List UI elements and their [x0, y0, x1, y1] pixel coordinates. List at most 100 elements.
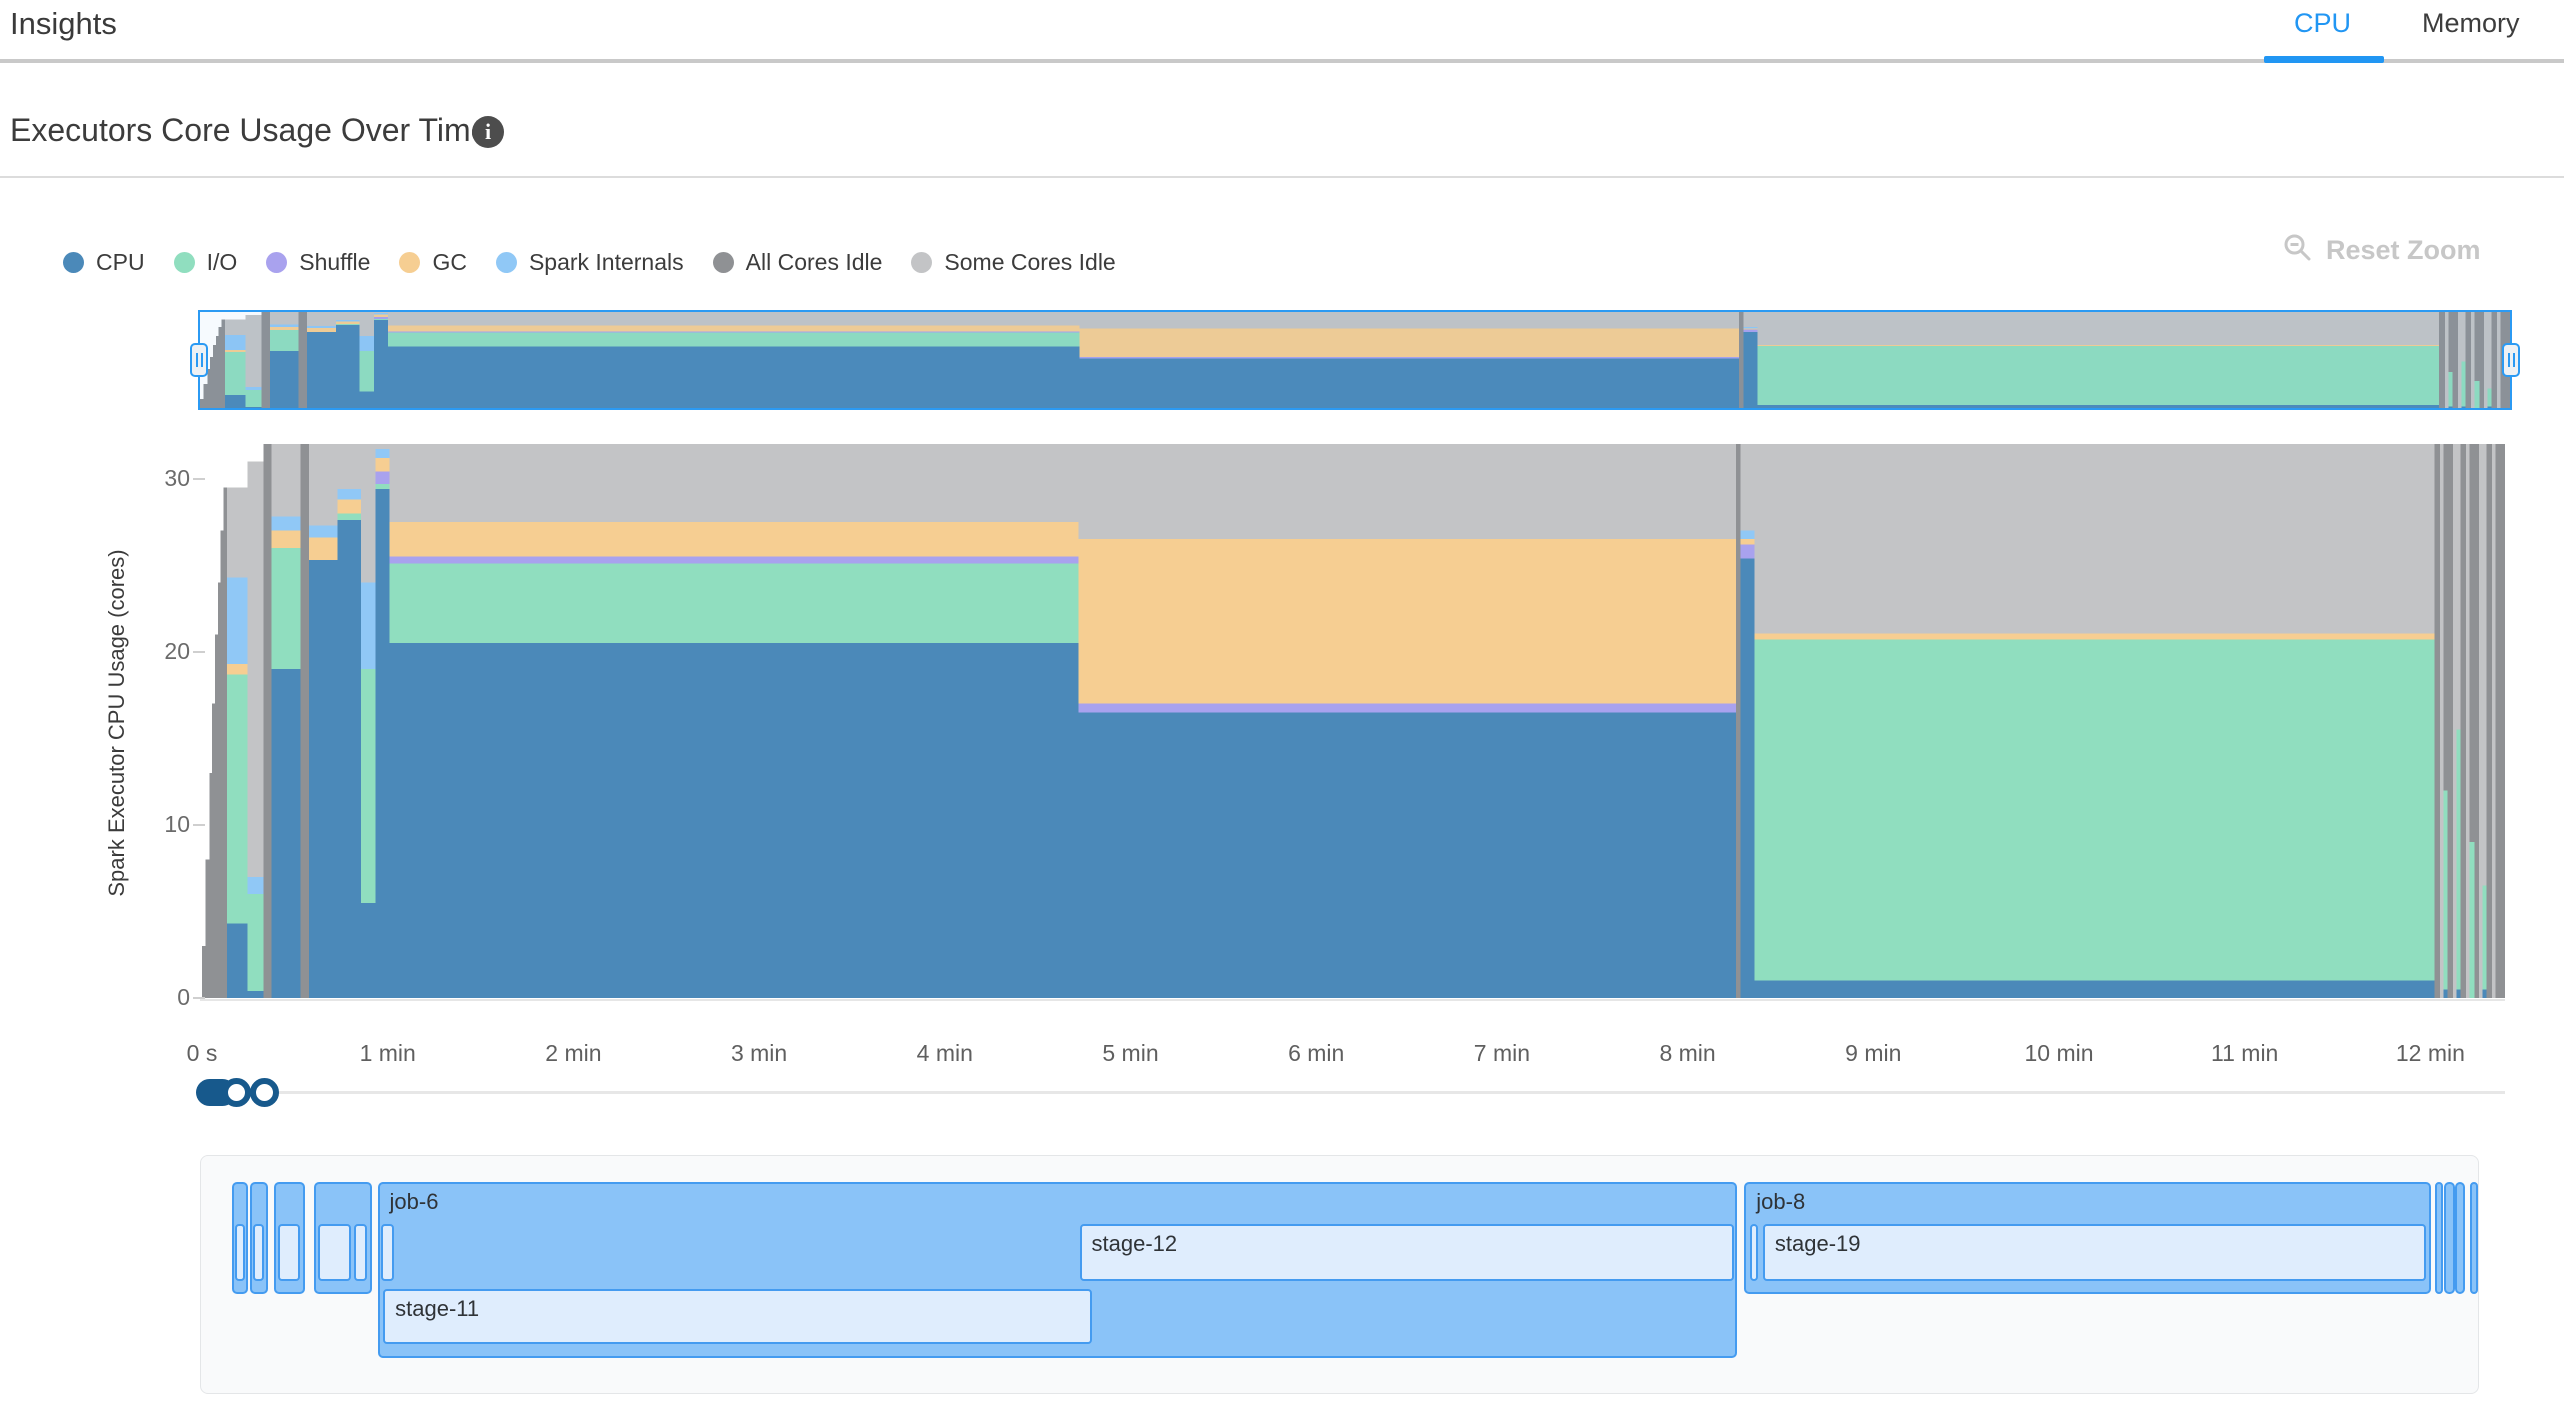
area-segment-allIdle: [2474, 444, 2479, 998]
area-segment-allIdle: [220, 530, 224, 998]
area-segment-someIdle: [2496, 312, 2501, 408]
x-tick-label: 7 min: [1473, 1040, 1531, 1066]
area-segment-cpu: [2482, 989, 2487, 998]
legend-swatch-allIdle: [712, 252, 734, 273]
area-segment-someIdle: [2482, 444, 2487, 886]
x-tick-label: 2 min: [545, 1040, 602, 1066]
area-segment-allIdle: [2443, 444, 2448, 791]
reset-zoom-button[interactable]: Reset Zoom: [2282, 232, 2481, 269]
legend-item-allIdle[interactable]: All Cores Idle: [712, 249, 883, 276]
overview-chart: [190, 310, 2520, 410]
x-axis-line: [200, 999, 2505, 1001]
y-tick-label: 10: [164, 810, 190, 837]
area-segment-cpu: [307, 332, 336, 408]
area-segment-someIdle: [227, 487, 248, 578]
brush-handle-left[interactable]: [190, 343, 208, 377]
x-tick-label: 10 min: [2024, 1040, 2094, 1066]
area-segment-shuffle: [375, 471, 390, 484]
stage-bar-stage-11[interactable]: stage-11: [383, 1289, 1093, 1344]
legend-swatch-shuffle: [266, 252, 288, 273]
area-segment-internals: [245, 387, 262, 390]
area-segment-someIdle: [245, 315, 262, 387]
x-tick-label: 8 min: [1659, 1040, 1716, 1066]
legend-swatch-internals: [495, 252, 517, 273]
area-segment-cpu: [337, 520, 361, 998]
area-segment-shuffle: [1740, 544, 1755, 559]
area-segment-cpu: [271, 669, 301, 998]
area-segment-io: [2474, 381, 2480, 408]
area-segment-gc: [1743, 328, 1758, 330]
brush-handle-right[interactable]: [2502, 343, 2520, 377]
zoom-slider-handle-left[interactable]: [222, 1078, 251, 1107]
area-segment-someIdle: [1078, 444, 1737, 540]
area-segment-someIdle: [335, 312, 360, 320]
legend-item-shuffle[interactable]: Shuffle: [266, 249, 370, 276]
area-segment-allIdle: [2479, 312, 2484, 408]
area-segment-someIdle: [1757, 312, 2440, 345]
area-segment-gc: [308, 537, 338, 560]
job-label: job-6: [389, 1189, 439, 1214]
legend-label: GC: [432, 249, 467, 275]
stage-bar[interactable]: [235, 1224, 245, 1281]
x-tick-label: 9 min: [1845, 1040, 1902, 1066]
job-bar[interactable]: [2435, 1182, 2443, 1294]
x-tick-label: 11 min: [2211, 1040, 2279, 1066]
area-segment-gc: [227, 663, 248, 675]
zoom-slider-handle-right[interactable]: [250, 1078, 279, 1107]
info-icon[interactable]: i: [472, 116, 504, 148]
area-segment-io: [227, 674, 248, 924]
time-brush-selection[interactable]: [198, 310, 2512, 410]
legend-item-internals[interactable]: Spark Internals: [495, 249, 684, 276]
job-stage-timeline: job-6 stage-12 stage-11 job-8 stage-19: [200, 1155, 2479, 1394]
job-bar[interactable]: [2454, 1182, 2465, 1294]
area-segment-allIdle: [2460, 444, 2466, 998]
area-segment-internals: [307, 326, 336, 329]
area-segment-allIdle: [2439, 312, 2445, 408]
area-segment-shuffle: [388, 331, 1080, 333]
area-segment-someIdle: [388, 312, 1080, 326]
stage-bar-stage-19[interactable]: stage-19: [1762, 1224, 2426, 1281]
chart-legend: CPU I/O Shuffle GC Spark Internals All Cores …: [63, 249, 1116, 276]
zoom-slider-track[interactable]: [196, 1091, 2505, 1094]
area-segment-internals: [269, 324, 299, 327]
main-chart-svg: [202, 444, 2505, 998]
legend-swatch-gc: [399, 252, 421, 273]
area-segment-io: [389, 563, 1079, 644]
stage-bar[interactable]: [354, 1224, 368, 1281]
area-segment-allIdle: [215, 336, 219, 408]
tab-cpu[interactable]: CPU: [2294, 8, 2352, 38]
job-bar[interactable]: [2470, 1182, 2478, 1294]
area-segment-gc: [1754, 633, 2435, 640]
legend-item-io[interactable]: I/O: [173, 249, 237, 276]
area-segment-allIdle: [215, 634, 218, 998]
area-segment-allIdle: [217, 582, 221, 998]
area-segment-cpu: [359, 391, 375, 408]
legend-label: All Cores Idle: [745, 249, 883, 275]
legend-item-someIdle[interactable]: Some Cores Idle: [911, 249, 1116, 276]
area-segment-io: [2456, 729, 2461, 990]
job-bar[interactable]: [2444, 1182, 2455, 1294]
area-segment-cpu: [1079, 358, 1739, 408]
stage-bar[interactable]: [253, 1224, 265, 1281]
area-segment-cpu: [1740, 558, 1755, 998]
legend-item-gc[interactable]: GC: [399, 249, 467, 276]
area-segment-cpu: [335, 325, 360, 408]
stage-bar[interactable]: [318, 1224, 351, 1281]
area-segment-allIdle: [1738, 312, 1744, 408]
stage-bar[interactable]: [1749, 1224, 1759, 1281]
area-segment-allIdle: [298, 312, 308, 408]
legend-item-cpu[interactable]: CPU: [63, 249, 145, 276]
area-segment-io: [225, 351, 246, 396]
tab-memory[interactable]: Memory: [2422, 8, 2520, 38]
stage-bar[interactable]: [278, 1224, 301, 1281]
legend-label: Spark Internals: [528, 249, 684, 275]
area-segment-cpu: [245, 406, 262, 408]
x-tick-label: 6 min: [1288, 1040, 1345, 1066]
area-segment-internals: [271, 516, 301, 531]
stage-bar-stage-12[interactable]: stage-12: [1079, 1224, 1735, 1281]
area-segment-shuffle: [374, 316, 389, 319]
area-segment-internals: [375, 449, 390, 458]
stage-bar[interactable]: [381, 1224, 395, 1281]
area-segment-internals: [337, 489, 361, 500]
